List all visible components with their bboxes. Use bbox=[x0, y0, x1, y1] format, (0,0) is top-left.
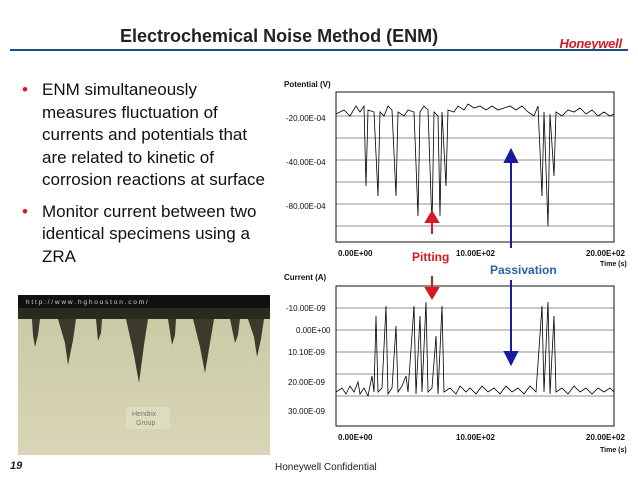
potential-xtick: 0.00E+00 bbox=[338, 249, 373, 258]
current-ytick: 30.00E-09 bbox=[288, 407, 325, 416]
title-divider bbox=[10, 49, 628, 51]
pitting-label: Pitting bbox=[412, 250, 449, 264]
potential-ylabel: Potential (V) bbox=[284, 80, 331, 89]
pitting-arrows bbox=[424, 210, 440, 300]
bullet-list: • ENM simultaneously measures fluctuatio… bbox=[20, 79, 270, 268]
bullet-item: • Monitor current between two identical … bbox=[20, 201, 270, 269]
passivation-label: Passivation bbox=[490, 263, 557, 277]
current-ytick: 0.00E+00 bbox=[296, 326, 331, 335]
confidential-notice: Honeywell Confidential bbox=[275, 462, 377, 473]
corrosion-pits bbox=[32, 319, 264, 383]
current-xtick: 20.00E+02 bbox=[586, 433, 625, 442]
bullet-marker-icon: • bbox=[22, 80, 28, 99]
potential-trace bbox=[335, 103, 615, 227]
current-frame bbox=[335, 285, 615, 427]
url-banner bbox=[18, 295, 270, 308]
current-xlabel: Time (s) bbox=[600, 447, 627, 454]
watermark-text: Hendrix bbox=[132, 411, 157, 418]
bullet-marker-icon: • bbox=[22, 201, 28, 221]
corrosion-micrograph-photo: h t t p : / / w w w . h g h o u s t o n … bbox=[18, 295, 270, 455]
potential-gridlines bbox=[336, 115, 614, 227]
potential-frame bbox=[335, 91, 615, 243]
potential-ytick: -80.00E-04 bbox=[286, 202, 326, 211]
honeywell-logo: Honeywell bbox=[559, 36, 623, 51]
current-xtick: 10.00E+02 bbox=[456, 433, 495, 442]
potential-xlabel: Time (s) bbox=[600, 261, 627, 268]
page-number: 19 bbox=[10, 460, 23, 472]
potential-ytick: -20.00E-04 bbox=[286, 114, 326, 123]
current-ytick: 20.00E-09 bbox=[288, 378, 325, 387]
bullet-item: • ENM simultaneously measures fluctuatio… bbox=[20, 79, 270, 192]
potential-xtick: 20.00E+02 bbox=[586, 249, 625, 258]
current-xtick: 0.00E+00 bbox=[338, 433, 373, 442]
current-ylabel: Current (A) bbox=[284, 273, 327, 282]
watermark-text: Group bbox=[136, 420, 156, 427]
enm-plots: Potential (V) -20.00E-04 -40.00E-04 -80.… bbox=[284, 80, 627, 454]
potential-ytick: -40.00E-04 bbox=[286, 158, 326, 167]
slide-title: Electrochemical Noise Method (ENM) bbox=[120, 26, 439, 46]
bullet-text: Monitor current between two identical sp… bbox=[42, 201, 257, 266]
potential-xtick: 10.00E+02 bbox=[456, 249, 495, 258]
passivation-arrows bbox=[503, 147, 519, 367]
url-banner-text: h t t p : / / w w w . h g h o u s t o n … bbox=[26, 299, 148, 306]
bullet-text: ENM simultaneously measures fluctuation … bbox=[42, 80, 265, 189]
current-trace bbox=[335, 301, 615, 398]
current-ytick: 10.10E-09 bbox=[288, 348, 325, 357]
current-ytick: -10.00E-09 bbox=[286, 304, 326, 313]
